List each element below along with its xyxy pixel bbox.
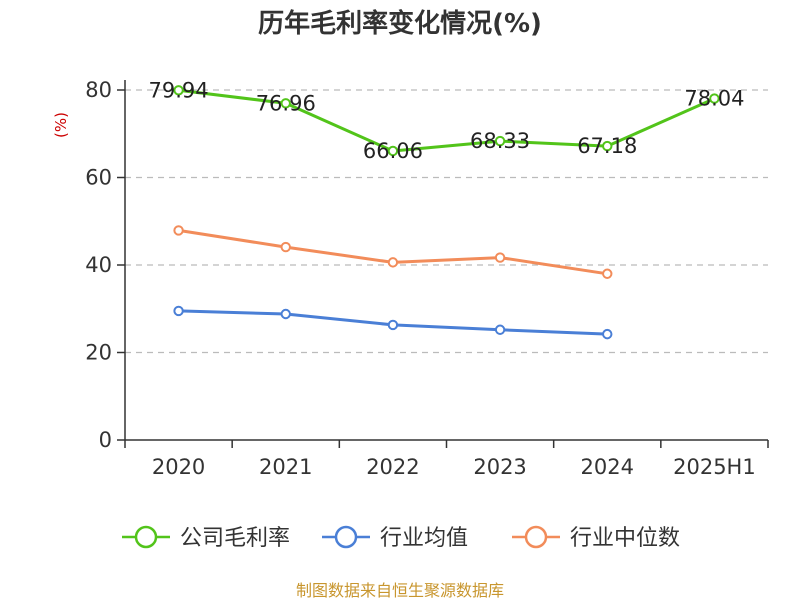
x-tick-label: 2021 [259,455,312,479]
data-label: 76.96 [256,91,316,115]
x-tick-label: 2023 [473,455,526,479]
data-point [709,93,720,104]
legend-item[interactable]: 公司毛利率 [122,525,290,551]
axes: 0 20 40 60 80 2020 2021 2022 2023 2024 2025H1 [85,78,769,479]
data-point [280,241,291,253]
data-label: 67.18 [577,134,637,158]
data-label: 68.33 [470,129,530,153]
series-group [173,85,720,340]
legend[interactable]: 公司毛利率 行业均值 行业中位数 [122,525,680,551]
data-point [494,135,506,147]
x-tick-label: 2025H1 [673,455,756,479]
grid-lines [125,89,768,354]
data-point [387,319,399,331]
legend-label: 公司毛利率 [180,526,290,551]
data-label: 78.04 [684,87,744,111]
x-tick-label: 2020 [152,455,205,479]
data-point [280,98,291,109]
legend-marker-icon [334,525,358,549]
data-point [387,145,399,157]
x-tick-label: 2024 [581,455,634,479]
legend-label: 行业中位数 [570,526,680,551]
y-tick-label: 80 [85,78,112,102]
source-note: 制图数据来自恒生聚源数据库 [296,581,504,600]
legend-marker-icon [134,525,158,549]
data-point [387,257,399,268]
data-labels: 79.94 76.96 66.06 68.33 67.18 78.04 [149,78,745,163]
data-point [494,252,506,263]
y-tick-label: 20 [85,341,112,365]
data-point [602,328,613,340]
x-tick-label: 2022 [366,455,419,479]
chart-title: 历年毛利率变化情况(%) [258,8,542,39]
data-point [602,140,613,152]
data-label: 66.06 [363,139,423,163]
data-point [494,324,506,335]
data-label: 79.94 [149,78,209,102]
y-tick-label: 40 [85,253,112,277]
legend-item[interactable]: 行业中位数 [512,525,680,551]
y-tick-label: 60 [85,166,112,190]
legend-marker-icon [524,525,548,549]
data-point [173,85,184,96]
series-line [178,88,716,153]
legend-item[interactable]: 行业均值 [322,525,468,551]
legend-label: 行业均值 [380,526,468,551]
data-point [173,225,184,236]
data-point [173,305,184,317]
data-point [280,308,291,320]
data-point [602,268,613,279]
y-tick-label: 0 [99,428,112,452]
y-axis-label: (%) [52,112,70,138]
